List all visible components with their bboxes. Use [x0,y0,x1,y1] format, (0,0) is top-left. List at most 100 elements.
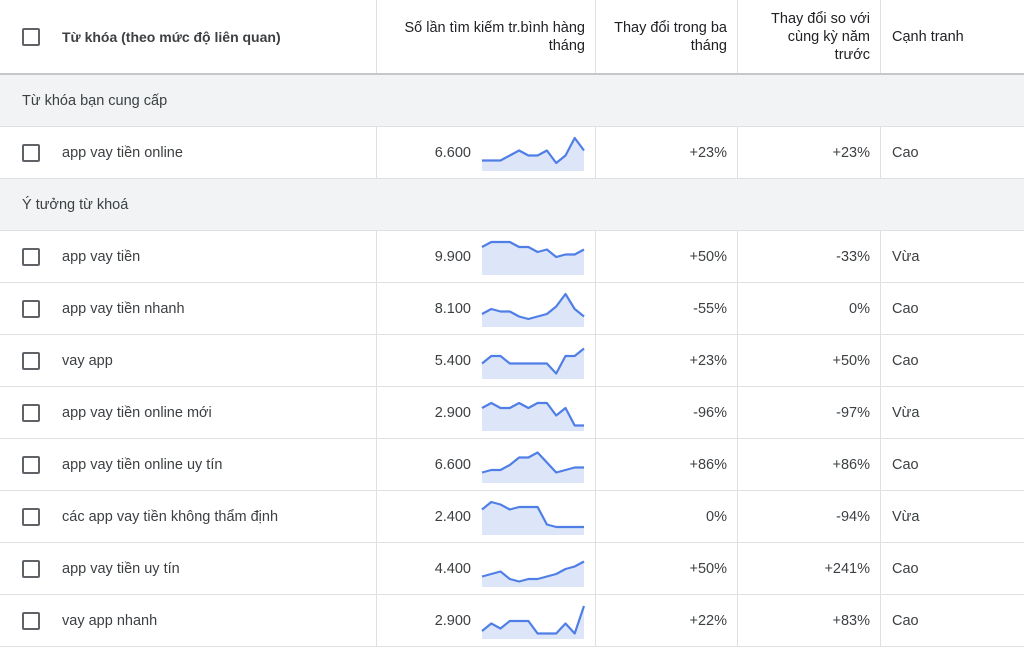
trend-sparkline[interactable] [481,551,585,587]
keyword-cell: app vay tiền nhanh [62,283,377,334]
three-month-cell: +23% [596,335,738,386]
trend-sparkline[interactable] [481,447,585,483]
yoy-value: -94% [836,508,870,525]
group-keyword-ideas: Ý tưởng từ khoá [0,179,1024,231]
row-checkbox[interactable] [22,507,40,526]
sparkline-line [482,136,585,164]
three-month-cell: +86% [596,439,738,490]
trend-sparkline[interactable] [481,343,585,379]
row-checkbox[interactable] [22,299,40,318]
sparkline-line [481,605,585,635]
row-checkbox[interactable] [22,611,40,630]
header-three-month-label: Thay đổi trong ba tháng [614,19,727,54]
avg-searches-cell: 2.900 [377,387,596,438]
avg-searches-value: 2.900 [434,404,471,421]
header-avg-searches[interactable]: Số lần tìm kiếm tr.bình hàng tháng [377,0,596,73]
competition-cell: Vừa [881,231,1024,282]
row-checkbox[interactable] [22,247,40,266]
keyword-cell: vay app nhanh [62,595,377,646]
yoy-cell: +50% [738,335,881,386]
table-row[interactable]: app vay tiền 9.900 +50% -33% Vừa [0,231,1024,283]
select-all-checkbox[interactable] [22,27,40,46]
sparkline-area [482,137,584,171]
row-checkbox[interactable] [22,351,40,370]
row-select-cell [0,595,62,646]
three-month-value: +50% [689,248,728,265]
trend-sparkline[interactable] [481,291,585,327]
trend-sparkline[interactable] [481,239,585,275]
yoy-value: 0% [849,300,870,317]
row-select-cell [0,283,62,334]
header-yoy-label: Thay đổi so với cùng kỳ năm trước [771,10,870,63]
avg-searches-cell: 5.400 [377,335,596,386]
yoy-cell: -94% [738,491,881,542]
yoy-cell: +23% [738,127,881,178]
avg-searches-value: 8.100 [434,300,471,317]
three-month-cell: +23% [596,127,738,178]
three-month-cell: 0% [596,491,738,542]
row-select-cell [0,491,62,542]
competition-value: Cao [892,560,919,577]
table-row[interactable]: app vay tiền online 6.600 +23% +23% Cao [0,127,1024,179]
table-row[interactable]: vay app 5.400 +23% +50% Cao [0,335,1024,387]
group-provided-label: Từ khóa bạn cung cấp [22,92,168,109]
three-month-value: +23% [689,352,728,369]
avg-searches-value: 6.600 [434,144,471,161]
three-month-cell: -55% [596,283,738,334]
row-checkbox[interactable] [22,559,40,578]
keyword-text: vay app nhanh [62,612,158,629]
sparkline-area [482,402,584,431]
header-competition-label: Cạnh tranh [892,28,964,45]
header-three-month-change[interactable]: Thay đổi trong ba tháng [596,0,738,73]
table-row[interactable]: app vay tiền online mới 2.900 -96% -97% Vừa [0,387,1024,439]
table-row[interactable]: app vay tiền uy tín 4.400 +50% +241% Cao [0,543,1024,595]
trend-sparkline[interactable] [481,135,585,171]
competition-cell: Cao [881,439,1024,490]
yoy-cell: -97% [738,387,881,438]
row-checkbox[interactable] [22,143,40,162]
row-select-cell [0,543,62,594]
keyword-text: app vay tiền online mới [62,404,212,421]
table-row[interactable]: vay app nhanh 2.900 +22% +83% Cao [0,595,1024,647]
keyword-cell: app vay tiền online uy tín [62,439,377,490]
row-select-cell [0,335,62,386]
keyword-text: vay app [62,352,113,369]
row-checkbox[interactable] [22,403,40,422]
keyword-text: app vay tiền online [62,144,183,161]
idea-rows: app vay tiền 9.900 +50% -33% Vừa app vay tiền… [0,231,1024,647]
sparkline-line [481,401,584,427]
three-month-value: +23% [689,144,728,161]
sparkline-area [482,605,584,639]
three-month-cell: -96% [596,387,738,438]
keyword-cell: app vay tiền online [62,127,377,178]
competition-cell: Cao [881,335,1024,386]
row-checkbox[interactable] [22,455,40,474]
table-row[interactable]: app vay tiền online uy tín 6.600 +86% +86% C… [0,439,1024,491]
competition-value: Vừa [892,404,920,421]
avg-searches-cell: 2.400 [377,491,596,542]
trend-sparkline[interactable] [481,395,585,431]
header-keyword-label: Từ khóa (theo mức độ liên quan) [62,28,281,45]
trend-sparkline[interactable] [481,603,585,639]
avg-searches-cell: 8.100 [377,283,596,334]
header-keyword[interactable]: Từ khóa (theo mức độ liên quan) [62,0,377,73]
header-yoy-change[interactable]: Thay đổi so với cùng kỳ năm trước [738,0,881,73]
table-header: Từ khóa (theo mức độ liên quan) Số lần t… [0,0,1024,75]
table-row[interactable]: các app vay tiền không thẩm định 2.400 0% -… [0,491,1024,543]
competition-cell: Cao [881,283,1024,334]
header-competition[interactable]: Cạnh tranh [881,0,1024,73]
three-month-value: +86% [689,456,728,473]
row-select-cell [0,127,62,178]
sparkline-line [481,347,585,375]
three-month-value: 0% [706,508,727,525]
avg-searches-cell: 9.900 [377,231,596,282]
avg-searches-cell: 4.400 [377,543,596,594]
sparkline-area [482,241,584,275]
table-row[interactable]: app vay tiền nhanh 8.100 -55% 0% Cao [0,283,1024,335]
trend-sparkline[interactable] [481,499,585,535]
keyword-text: app vay tiền online uy tín [62,456,223,473]
avg-searches-value: 2.900 [434,612,471,629]
group-provided-keywords: Từ khóa bạn cung cấp [0,75,1024,127]
header-avg-searches-label: Số lần tìm kiếm tr.bình hàng tháng [404,19,585,54]
keyword-cell: app vay tiền uy tín [62,543,377,594]
